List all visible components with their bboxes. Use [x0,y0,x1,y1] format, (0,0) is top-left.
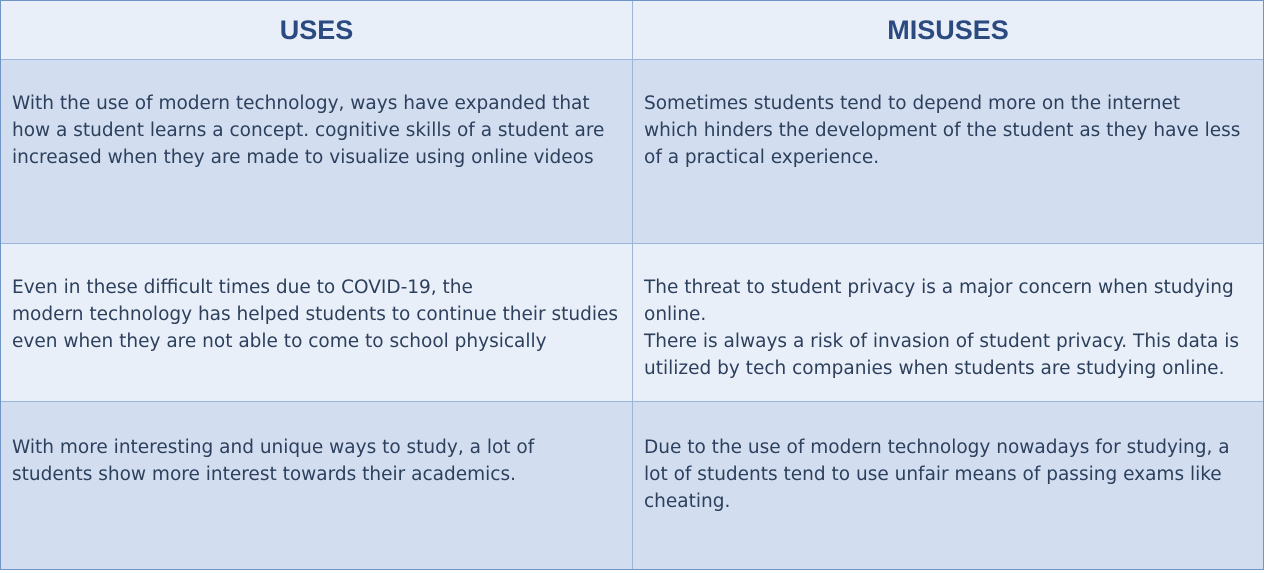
table-header-row: USES MISUSES [1,1,1263,60]
cell-text-line: Due to the use of modern technology nowa… [644,437,1230,458]
header-uses: USES [1,1,633,59]
table-row: With the use of modern technology, ways … [1,60,1263,244]
table-row: With more interesting and unique ways to… [1,402,1263,569]
misuses-cell: Sometimes students tend to depend more o… [633,60,1263,243]
table-row: Even in these difficult times due to COV… [1,244,1263,402]
cell-text-line: modern technology has helped students to… [12,304,619,325]
cell-text-line: even when they are not able to come to s… [12,331,547,352]
cell-text-line: increased when they are made to visualiz… [12,147,594,168]
cell-text-line: how a student learns a concept. cognitiv… [12,120,605,141]
uses-cell: With the use of modern technology, ways … [1,60,633,243]
cell-text-line: With the use of modern technology, ways … [12,93,590,114]
cell-text-line: Sometimes students tend to depend more o… [644,93,1181,114]
header-misuses: MISUSES [887,14,1009,45]
cell-text-line: With more interesting and unique ways to… [12,437,535,458]
cell-text-line: Even in these difficult times due to COV… [12,277,473,298]
cell-text-line: students show more interest towards thei… [12,464,516,485]
cell-text-line: online. [644,304,707,325]
cell-text-line: which hinders the development of the stu… [644,120,1241,141]
misuses-cell: Due to the use of modern technology nowa… [633,402,1263,569]
cell-text-line: lot of students tend to use unfair means… [644,464,1222,485]
cell-text-line: cheating. [644,491,731,512]
uses-cell: Even in these difficult times due to COV… [1,244,633,401]
cell-text-line: of a practical experience. [644,147,880,168]
cell-text-line: There is always a risk of invasion of st… [644,331,1240,352]
cell-text-line: utilized by tech companies when students… [644,358,1225,379]
cell-text-line: The threat to student privacy is a major… [644,277,1234,298]
uses-cell: With more interesting and unique ways to… [1,402,633,569]
misuses-cell: The threat to student privacy is a major… [633,244,1263,401]
